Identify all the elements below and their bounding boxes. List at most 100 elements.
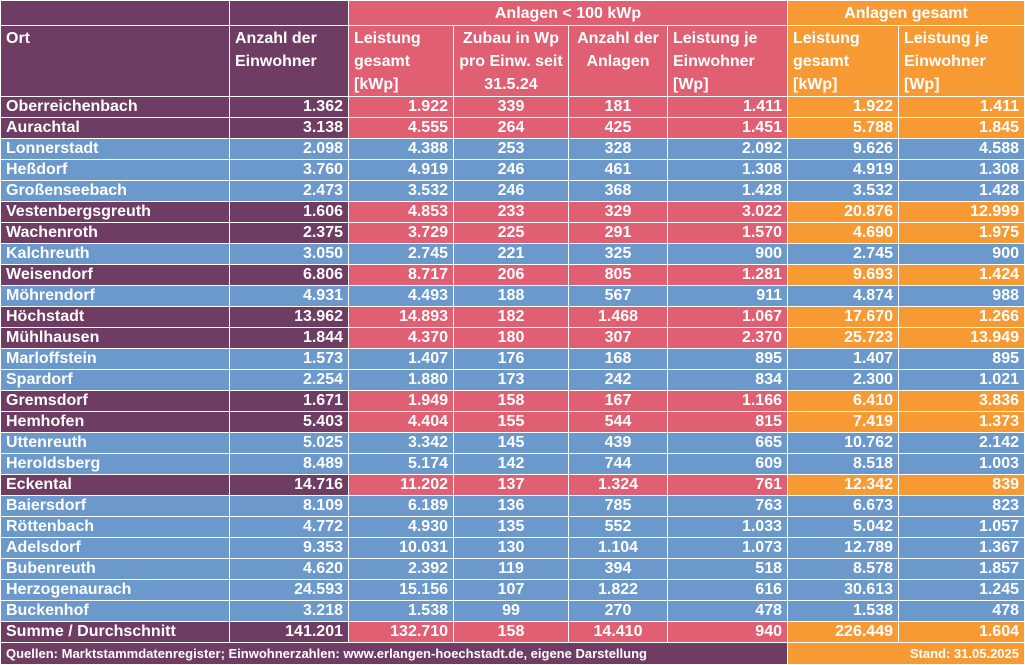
table-row: Höchstadt 13.962 14.893 182 1.468 1.067 17.670…: [0, 307, 1025, 328]
anzahl-cell: 785: [569, 496, 668, 517]
leistung-je-cell: 1.166: [668, 391, 788, 412]
leistung-cell: 4.370: [349, 328, 454, 349]
table-row: Eckental 14.716 11.202 137 1.324 761 12.342 839: [0, 475, 1025, 496]
leistung-cell: 4.853: [349, 202, 454, 223]
leistung-cell: 4.404: [349, 412, 454, 433]
leistung-je-cell: 1.411: [668, 97, 788, 118]
g-leistung-je-cell: 1.857: [899, 559, 1025, 580]
einwohner-cell: 13.962: [230, 307, 349, 328]
einwohner-cell: 1.671: [230, 391, 349, 412]
g-leistung-cell: 8.578: [788, 559, 899, 580]
table-row: Herzogenaurach 24.593 15.156 107 1.822 616 30.…: [0, 580, 1025, 601]
zubau-cell: 142: [454, 454, 569, 475]
leistung-cell: 132.710: [349, 622, 454, 643]
einwohner-cell: 4.620: [230, 559, 349, 580]
g-leistung-cell: 4.919: [788, 160, 899, 181]
anzahl-cell: 168: [569, 349, 668, 370]
g-leistung-je-cell: 478: [899, 601, 1025, 622]
zubau-cell: 188: [454, 286, 569, 307]
table-row: Baiersdorf 8.109 6.189 136 785 763 6.673 823: [0, 496, 1025, 517]
table-row: Weisendorf 6.806 8.717 206 805 1.281 9.693 1.42…: [0, 265, 1025, 286]
zubau-cell: 264: [454, 118, 569, 139]
col-header-ort: Ort: [0, 26, 230, 97]
anzahl-cell: 805: [569, 265, 668, 286]
anzahl-cell: 425: [569, 118, 668, 139]
anzahl-cell: 1.104: [569, 538, 668, 559]
col-header-leistung: Leistung gesamt [kWp]: [349, 26, 454, 97]
table-row: Hemhofen 5.403 4.404 155 544 815 7.419 1.373: [0, 412, 1025, 433]
leistung-cell: 2.745: [349, 244, 454, 265]
table-row: Marloffstein 1.573 1.407 176 168 895 1.407 895: [0, 349, 1025, 370]
anzahl-cell: 552: [569, 517, 668, 538]
leistung-je-cell: 1.428: [668, 181, 788, 202]
g-leistung-je-cell: 1.975: [899, 223, 1025, 244]
g-leistung-cell: 4.690: [788, 223, 899, 244]
einwohner-cell: 2.473: [230, 181, 349, 202]
table-row: Gremsdorf 1.671 1.949 158 167 1.166 6.410 3.836: [0, 391, 1025, 412]
table-row: Großenseebach 2.473 3.532 246 368 1.428 3.532 1…: [0, 181, 1025, 202]
ort-cell: Adelsdorf: [0, 538, 230, 559]
g-leistung-je-cell: 1.424: [899, 265, 1025, 286]
leistung-je-cell: 2.092: [668, 139, 788, 160]
zubau-cell: 246: [454, 181, 569, 202]
leistung-je-cell: 834: [668, 370, 788, 391]
einwohner-cell: 1.606: [230, 202, 349, 223]
group-header-blank: [230, 0, 349, 26]
zubau-cell: 253: [454, 139, 569, 160]
leistung-je-cell: 815: [668, 412, 788, 433]
leistung-je-cell: 616: [668, 580, 788, 601]
table-row: Buckenhof 3.218 1.538 99 270 478 1.538 478: [0, 601, 1025, 622]
anzahl-cell: 328: [569, 139, 668, 160]
leistung-je-cell: 940: [668, 622, 788, 643]
g-leistung-cell: 3.532: [788, 181, 899, 202]
anzahl-cell: 567: [569, 286, 668, 307]
leistung-je-cell: 665: [668, 433, 788, 454]
leistung-je-cell: 1.570: [668, 223, 788, 244]
ort-cell: Hemhofen: [0, 412, 230, 433]
ort-cell: Vestenbergsgreuth: [0, 202, 230, 223]
ort-cell: Baiersdorf: [0, 496, 230, 517]
g-leistung-cell: 17.670: [788, 307, 899, 328]
g-leistung-je-cell: 1.845: [899, 118, 1025, 139]
g-leistung-je-cell: 1.245: [899, 580, 1025, 601]
g-leistung-je-cell: 13.949: [899, 328, 1025, 349]
table-row: Wachenroth 2.375 3.729 225 291 1.570 4.690 1.97…: [0, 223, 1025, 244]
anzahl-cell: 14.410: [569, 622, 668, 643]
leistung-cell: 10.031: [349, 538, 454, 559]
group-header-small: Anlagen < 100 kWp: [349, 0, 788, 26]
col-header-anzahl: Anzahl der Anlagen: [569, 26, 668, 97]
ort-cell: Wachenroth: [0, 223, 230, 244]
leistung-cell: 4.555: [349, 118, 454, 139]
leistung-je-cell: 761: [668, 475, 788, 496]
leistung-cell: 2.392: [349, 559, 454, 580]
col-header-g-leistung: Leistung gesamt [kWp]: [788, 26, 899, 97]
ort-cell: Herzogenaurach: [0, 580, 230, 601]
zubau-cell: 233: [454, 202, 569, 223]
table-row: Spardorf 2.254 1.880 173 242 834 2.300 1.021: [0, 370, 1025, 391]
anzahl-cell: 307: [569, 328, 668, 349]
leistung-je-cell: 911: [668, 286, 788, 307]
leistung-cell: 3.532: [349, 181, 454, 202]
zubau-cell: 136: [454, 496, 569, 517]
column-header-row: Ort Anzahl der Einwohner Leistung gesamt…: [0, 26, 1025, 97]
zubau-cell: 339: [454, 97, 569, 118]
g-leistung-cell: 30.613: [788, 580, 899, 601]
einwohner-cell: 2.375: [230, 223, 349, 244]
g-leistung-cell: 2.745: [788, 244, 899, 265]
zubau-cell: 135: [454, 517, 569, 538]
ort-cell: Höchstadt: [0, 307, 230, 328]
g-leistung-je-cell: 4.588: [899, 139, 1025, 160]
leistung-je-cell: 1.067: [668, 307, 788, 328]
g-leistung-cell: 12.342: [788, 475, 899, 496]
ort-cell: Gremsdorf: [0, 391, 230, 412]
leistung-je-cell: 518: [668, 559, 788, 580]
ort-cell: Heßdorf: [0, 160, 230, 181]
anzahl-cell: 181: [569, 97, 668, 118]
einwohner-cell: 3.050: [230, 244, 349, 265]
g-leistung-je-cell: 1.367: [899, 538, 1025, 559]
g-leistung-je-cell: 1.021: [899, 370, 1025, 391]
einwohner-cell: 1.573: [230, 349, 349, 370]
table-row: Oberreichenbach 1.362 1.922 339 181 1.411 1.92…: [0, 97, 1025, 118]
einwohner-cell: 2.098: [230, 139, 349, 160]
leistung-je-cell: 900: [668, 244, 788, 265]
